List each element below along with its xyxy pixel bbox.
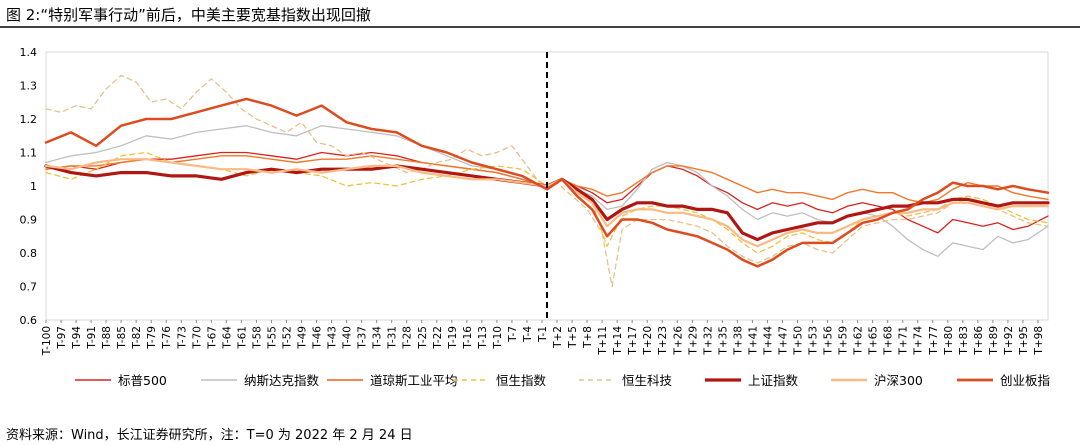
x-tick-label: T+8 (582, 326, 594, 349)
x-tick-label: T+80 (943, 326, 955, 356)
x-tick-label: T+26 (672, 326, 684, 356)
x-tick-label: T-16 (462, 326, 474, 350)
chart-area: 1.4 1.3 1.2 1.1 1 0.9 0.8 0.7 0.6 T-100 T-97 T-94 T… (0, 30, 1080, 425)
x-tick-label: T-82 (131, 326, 143, 350)
x-tick-label: T-40 (342, 326, 354, 350)
x-tick-label: T-52 (281, 326, 293, 350)
x-tick-label: T+44 (762, 326, 774, 356)
x-tick-label: T-43 (327, 326, 339, 350)
legend-label: 道琼斯工业平均 (370, 373, 458, 388)
x-tick-label: T-22 (432, 326, 444, 350)
series-line-6 (44, 158, 1050, 248)
x-tick-label: T-100 (41, 326, 53, 356)
legend-label: 恒生指数 (496, 373, 547, 388)
x-tick-label: T+20 (642, 326, 654, 356)
x-tick-label: T+98 (1033, 326, 1045, 356)
x-tick-label: T-85 (116, 326, 128, 350)
x-tick-label: T-13 (477, 326, 489, 350)
x-tick-label: T-34 (372, 326, 384, 350)
x-tick-label: T+35 (717, 326, 729, 356)
x-tick-label: T-4 (522, 326, 534, 343)
y-tick-label: 1.4 (20, 46, 38, 59)
x-tick-label: T+50 (793, 326, 805, 356)
x-tick-label: T-79 (146, 326, 158, 350)
x-tick-label: T+11 (597, 326, 609, 356)
x-tick-label: T+41 (747, 326, 759, 356)
x-tick-label: T+53 (808, 326, 820, 356)
y-tick-label: 0.6 (20, 314, 38, 327)
x-tick-label: T-10 (492, 326, 504, 350)
x-tick-label: T-25 (417, 326, 429, 350)
x-tick-label: T+71 (898, 326, 910, 356)
x-tick-label: T+86 (973, 326, 985, 356)
x-tick-label: T-55 (266, 326, 278, 350)
legend: 标普500 纳斯达克指数 道琼斯工业平均 恒生指数 恒生科技 上证指数 沪深300 创业板指 (75, 373, 1050, 388)
x-tick-label: T+83 (958, 326, 970, 356)
y-tick-label: 1.2 (20, 113, 38, 126)
x-tick-label: T+65 (868, 326, 880, 356)
x-tick-label: T+56 (823, 326, 835, 356)
x-tick-label: T+32 (702, 326, 714, 356)
x-tick-label: T+17 (627, 326, 639, 356)
y-tick-label: 1.1 (20, 147, 38, 160)
x-tick-label: T-73 (176, 326, 188, 350)
x-tick-label: T+68 (883, 326, 895, 356)
x-tick-label: T-64 (221, 326, 233, 350)
x-tick-label: T+92 (1003, 326, 1015, 356)
legend-label: 标普500 (118, 373, 167, 388)
legend-label: 沪深300 (874, 373, 923, 388)
series-lines (44, 74, 1050, 288)
x-tick-label: T-7 (507, 326, 519, 343)
legend-label: 上证指数 (748, 373, 799, 388)
series-line-2 (45, 155, 1049, 204)
legend-label: 创业板指 (1000, 373, 1050, 388)
x-tick-label: T+23 (657, 326, 669, 356)
series-line-1 (45, 125, 1049, 257)
y-tick-label: 0.9 (20, 214, 38, 227)
x-tick-label: T-19 (447, 326, 459, 350)
x-tick-label: T-94 (71, 326, 83, 350)
series-line-7 (44, 97, 1050, 268)
x-tick-label: T-67 (206, 326, 218, 350)
x-tick-label: T+47 (777, 326, 789, 356)
x-tick-label: T+62 (853, 326, 865, 356)
x-tick-label: T+5 (567, 326, 579, 349)
x-tick-label: T+59 (838, 326, 850, 356)
line-chart: 1.41.31.21.110.90.80.70.6 T-100 T-97 T-94 T… (20, 46, 1051, 388)
series-line-3 (45, 151, 1049, 254)
x-tick-label: T-70 (191, 326, 203, 350)
x-tick-label: T-97 (56, 326, 68, 350)
x-tick-label: T-1 (537, 326, 549, 343)
x-tick-label: T+38 (732, 326, 744, 356)
x-tick-label: T+89 (988, 326, 1000, 356)
x-tick-label: T-28 (402, 326, 414, 350)
x-tick-label: T-76 (161, 326, 173, 350)
y-tick-label: 0.8 (20, 247, 38, 260)
y-tick-label: 0.7 (20, 281, 38, 294)
x-axis: T-100 T-97 T-94 T-91 T-88 T-85 T-82 T-79 T-76 T-7… (41, 320, 1045, 356)
legend-label: 纳斯达克指数 (244, 373, 320, 388)
x-tick-label: T+95 (1018, 326, 1030, 356)
x-tick-label: T+14 (612, 326, 624, 356)
x-tick-label: T-37 (357, 326, 369, 350)
title-rule (0, 26, 1080, 28)
y-tick-label: 1 (30, 180, 37, 193)
source-note: 资料来源：Wind，长江证券研究所，注：T=0 为 2022 年 2 月 24 … (6, 428, 413, 443)
x-tick-label: T+77 (928, 326, 940, 356)
x-tick-label: T-58 (251, 326, 263, 350)
x-tick-label: T+74 (913, 326, 925, 356)
y-axis: 1.4 1.3 1.2 1.1 1 0.9 0.8 0.7 0.6 (20, 46, 38, 327)
series-line-5 (44, 164, 1050, 242)
x-tick-label: T-61 (236, 326, 248, 350)
x-tick-label: T-91 (86, 326, 98, 350)
legend-label: 恒生科技 (622, 373, 673, 388)
x-tick-label: T-88 (101, 326, 113, 350)
y-tick-label: 1.3 (20, 80, 38, 93)
x-tick-label: T+29 (687, 326, 699, 356)
x-tick-label: T-31 (387, 326, 399, 350)
x-tick-label: T-46 (312, 326, 324, 350)
chart-title: 图 2:“特别军事行动”前后，中美主要宽基指数出现回撤 (6, 6, 371, 24)
x-tick-label: T-49 (297, 326, 309, 350)
x-tick-label: T+2 (552, 326, 564, 349)
